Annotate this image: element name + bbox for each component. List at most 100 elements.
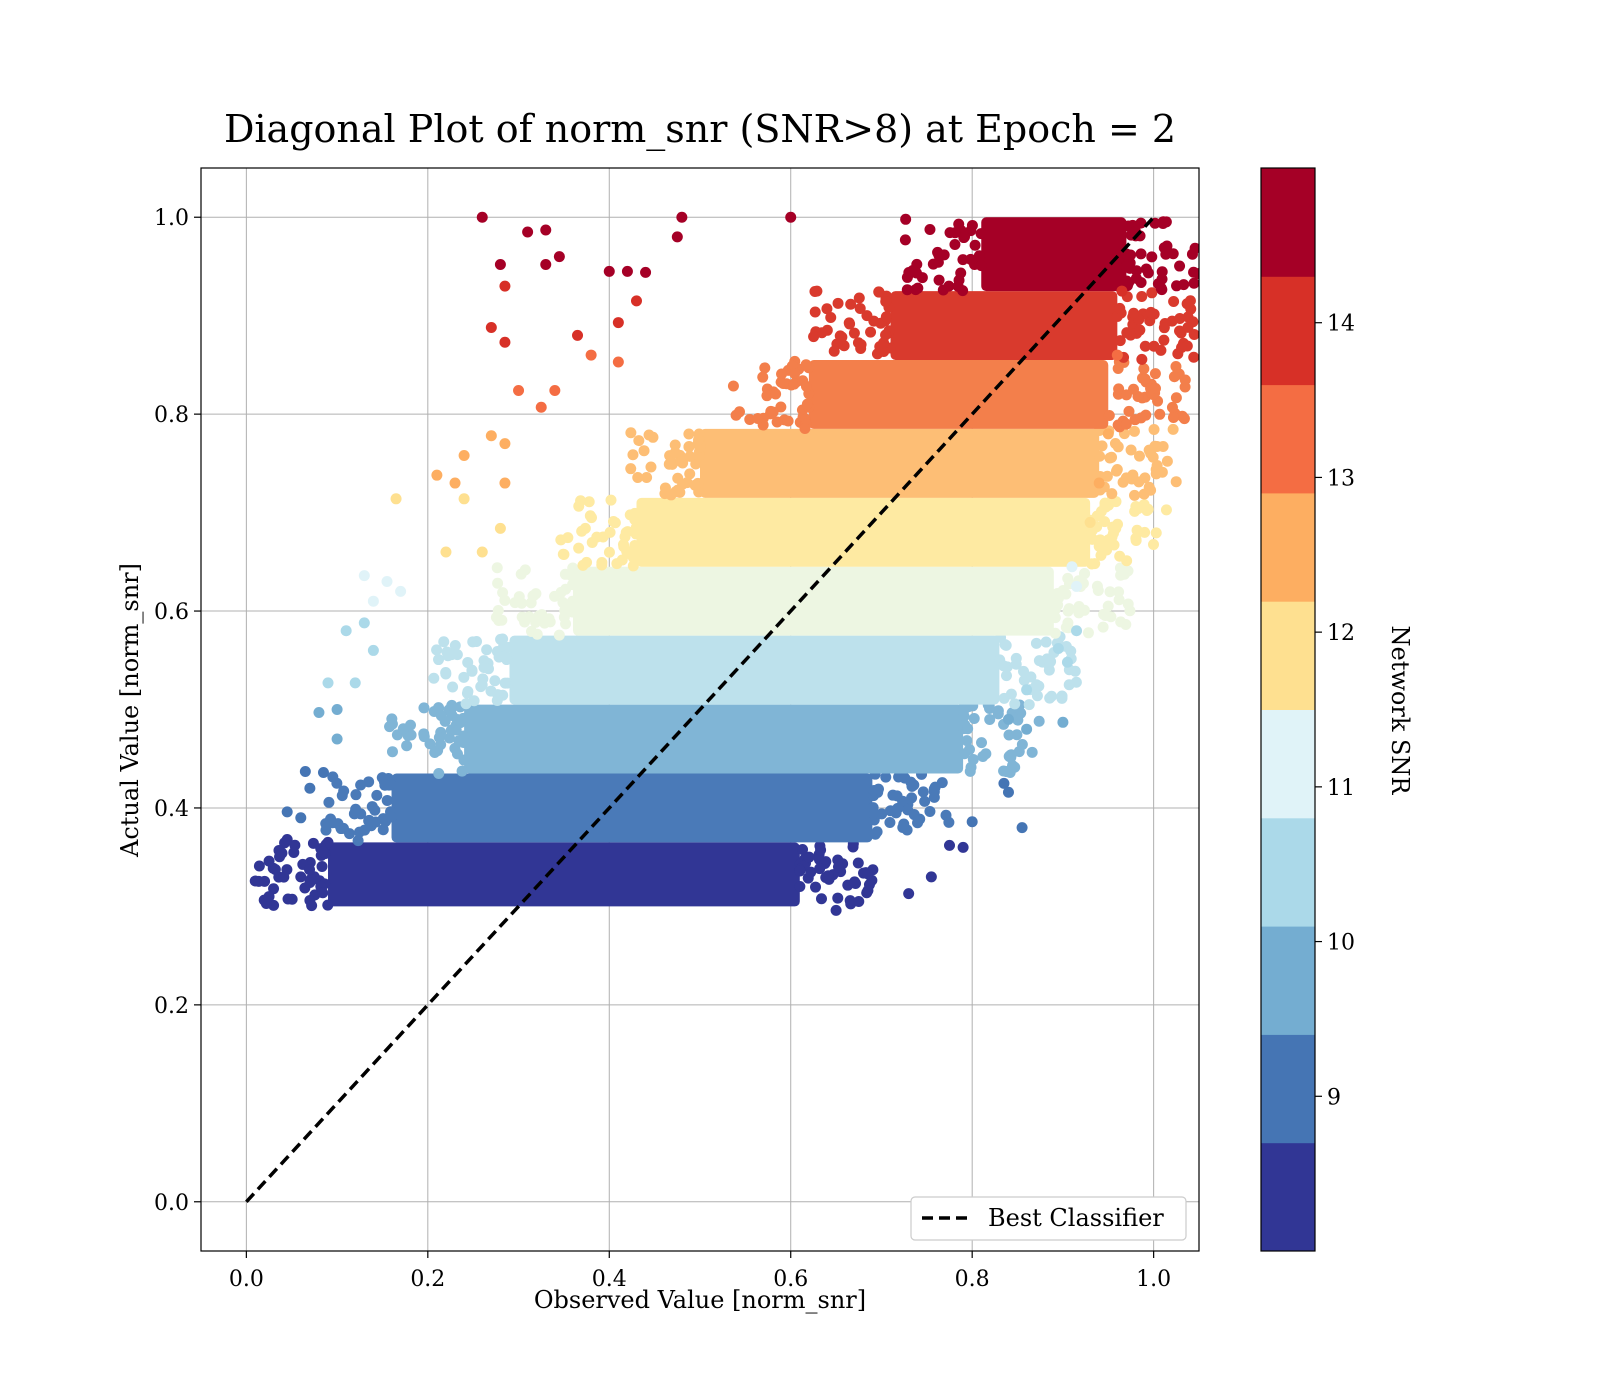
- scatter-point-band0-89: [814, 863, 826, 875]
- scatter-point-band3-56: [499, 677, 511, 689]
- scatter-point-band0-22: [316, 861, 328, 873]
- colorbar-segment-5: [1261, 601, 1315, 710]
- scatter-point-band2-66: [446, 724, 458, 736]
- scatter-point-outlier-34: [358, 570, 370, 582]
- scatter-point-band9-50: [900, 213, 912, 225]
- scatter-point-outlier-16: [612, 317, 624, 329]
- scatter-point-band3-50: [483, 663, 495, 675]
- scatter-point-outlier-70: [1002, 713, 1014, 725]
- scatter-point-band4-40: [491, 562, 503, 574]
- scatter-point-band2-4: [418, 702, 430, 714]
- scatter-point-band8-84: [873, 286, 885, 298]
- scatter-point-band1-56: [377, 813, 389, 825]
- scatter-point-band8-76: [880, 311, 892, 323]
- scatter-point-band7-34: [770, 388, 782, 400]
- scatter-point-band4-61: [1098, 608, 1110, 620]
- scatter-point-band6-8: [683, 428, 695, 440]
- scatter-point-band8-78: [844, 318, 856, 330]
- scatter-point-outlier-4: [540, 258, 552, 270]
- x-axis-ticks: 0.0 0.2 0.4 0.6 0.8 1.0: [229, 1251, 1171, 1292]
- scatter-point-band4-59: [1113, 594, 1125, 606]
- scatter-point-band8-63: [1145, 306, 1157, 318]
- band-core-6: [700, 428, 1100, 498]
- scatter-point-band8-36: [854, 302, 866, 314]
- scatter-point-band8-70: [828, 345, 840, 357]
- scatter-point-band3-87: [1031, 690, 1043, 702]
- scatter-point-outlier-17: [630, 295, 642, 307]
- scatter-point-band5-89: [1099, 500, 1111, 512]
- scatter-point-band4-29: [1113, 586, 1125, 598]
- scatter-point-band8-27: [1188, 329, 1199, 341]
- scatter-point-band5-66: [555, 534, 567, 546]
- scatter-point-band6-72: [632, 472, 644, 484]
- scatter-point-outlier-28: [449, 477, 461, 489]
- scatter-point-outlier-30: [458, 493, 470, 505]
- series-line-0: [245, 216, 1155, 1203]
- scatter-point-band9-30: [957, 254, 969, 266]
- scatter-point-band6-51: [1157, 440, 1169, 452]
- scatter-point-outlier-74: [966, 816, 978, 828]
- scatter-point-band3-78: [438, 636, 450, 648]
- scatter-point-outlier-32: [476, 546, 488, 558]
- scatter-point-band4-89: [1052, 599, 1064, 611]
- colorbar: [1261, 168, 1315, 1252]
- scatter-point-band8-77: [1176, 342, 1188, 354]
- scatter-point-band2-70: [384, 721, 396, 733]
- scatter-point-band0-77: [820, 872, 832, 884]
- scatter-point-band2-71: [1013, 746, 1025, 758]
- scatter-point-band7-73: [1166, 401, 1178, 413]
- scatter-point-band8-48: [861, 310, 873, 322]
- scatter-point-band6-70: [675, 456, 687, 468]
- scatter-point-band8-18: [832, 297, 844, 309]
- scatter-point-band0-58: [322, 836, 334, 848]
- scatter-point-band5-62: [576, 525, 588, 537]
- scatter-point-band7-54: [752, 413, 764, 425]
- scatter-point-band5-28: [575, 495, 587, 507]
- scatter-point-band8-64: [825, 311, 837, 323]
- scatter-point-band6-78: [689, 479, 701, 491]
- scatter-point-band6-39: [1104, 452, 1116, 464]
- scatter-point-band0-43: [849, 876, 861, 888]
- scatter-point-band9-60: [959, 231, 971, 243]
- scatter-point-outlier-15: [572, 329, 584, 341]
- x-tick-label-4: 0.8: [955, 1267, 990, 1292]
- scatter-point-band3-83: [1070, 676, 1082, 688]
- scatter-point-band3-16: [431, 644, 443, 656]
- band-core-0: [328, 842, 800, 907]
- scatter-point-outlier-21: [612, 356, 624, 368]
- scatter-point-band7-83: [1170, 392, 1182, 404]
- scatter-point-outlier-9: [603, 265, 615, 277]
- scatter-point-band1-87: [891, 790, 903, 802]
- scatter-point-band4-71: [1082, 627, 1094, 639]
- scatter-point-band5-85: [1093, 540, 1105, 552]
- x-tick-label-3: 0.6: [773, 1267, 808, 1292]
- scatter-point-band9-12: [924, 223, 936, 235]
- scatter-point-outlier-65: [1052, 642, 1064, 654]
- scatter-point-band2-50: [456, 765, 468, 777]
- scatter-point-band1-89: [872, 783, 884, 795]
- scatter-point-band9-56: [969, 239, 981, 251]
- scatter-point-band1-13: [876, 808, 888, 820]
- scatter-point-outlier-11: [640, 266, 652, 278]
- scatter-point-band6-75: [1149, 440, 1161, 452]
- band-core-2: [464, 704, 964, 774]
- scatter-point-band0-42: [253, 860, 265, 872]
- y-axis-label: Actual Value [norm_snr]: [116, 563, 144, 858]
- scatter-point-band3-82: [441, 646, 453, 658]
- scatter-point-band3-73: [998, 660, 1010, 672]
- scatter-point-band1-79: [892, 802, 904, 814]
- scatter-point-outlier-79: [830, 904, 842, 916]
- scatter-point-band3-29: [1030, 679, 1042, 691]
- scatter-point-band5-79: [1160, 504, 1172, 516]
- y-axis-ticks: 0.0 0.2 0.4 0.6 0.8 1.0: [154, 206, 201, 1216]
- scatter-point-band6-83: [1111, 463, 1123, 475]
- scatter-point-outlier-69: [1021, 723, 1033, 735]
- scatter-point-band5-53: [1086, 533, 1098, 545]
- scatter-point-band6-57: [1148, 424, 1160, 436]
- scatter-point-band6-27: [1128, 425, 1140, 437]
- scatter-point-outlier-68: [1057, 716, 1069, 728]
- scatter-point-band8-46: [808, 331, 820, 343]
- scatter-point-band5-38: [611, 558, 623, 570]
- scatter-point-band5-68: [558, 548, 570, 560]
- colorbar-segment-4: [1261, 709, 1315, 819]
